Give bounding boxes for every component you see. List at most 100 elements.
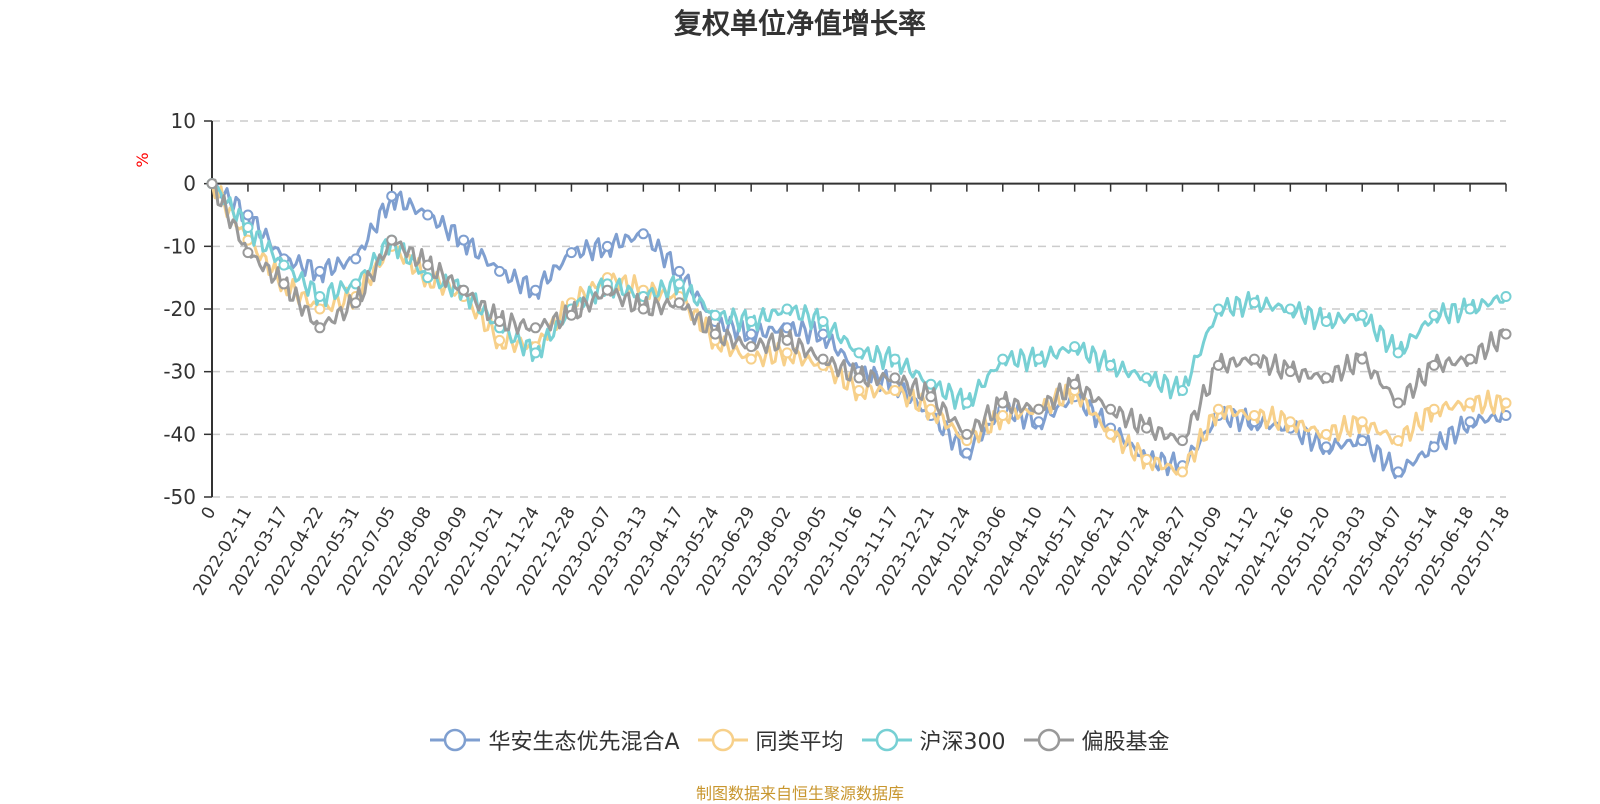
data-point [1356,435,1368,447]
series-line [210,183,1508,476]
legend-marker-icon [861,728,912,752]
data-point [1356,416,1368,428]
data-point [1320,428,1332,440]
data-point [278,278,290,290]
data-point [1212,359,1224,371]
data-point [565,309,577,321]
y-ticks: 10 0 -10 -20 -30 -40 -50 [163,109,212,509]
data-point [494,316,506,328]
y-tick-label: 10 [171,109,196,133]
data-point [781,347,793,359]
data-point [1392,466,1404,478]
data-point [350,278,362,290]
data-point [961,428,973,440]
data-point [889,353,901,365]
data-point [673,297,685,309]
data-point [853,347,865,359]
data-point [673,278,685,290]
data-point [781,303,793,315]
data-point [1141,372,1153,384]
data-point [1033,403,1045,415]
y-tick-label: -50 [163,485,196,509]
data-point [1464,397,1476,409]
data-point [709,309,721,321]
y-tick-label: -20 [163,297,196,321]
data-point [565,247,577,259]
data-point [925,391,937,403]
data-point [889,372,901,384]
data-point [314,265,326,277]
y-tick-label: -10 [163,234,196,258]
data-point [350,297,362,309]
data-point [1500,290,1512,302]
legend-label: 偏股基金 [1081,730,1170,755]
data-point [1284,416,1296,428]
data-point [601,240,613,252]
data-point [1284,303,1296,315]
data-point [1428,309,1440,321]
data-point [1284,366,1296,378]
legend-item[interactable]: 华安生态优先混合A [430,724,680,756]
data-point [242,247,254,259]
data-point [889,384,901,396]
legend-marker-icon [1023,728,1074,752]
data-point [1392,435,1404,447]
data-point [1320,441,1332,453]
data-point [530,322,541,334]
data-point [1212,403,1224,415]
legend-marker-icon [697,728,748,752]
data-point [1069,378,1081,390]
data-point [494,265,506,277]
data-point [817,353,829,365]
data-point [206,178,218,190]
data-point [1320,316,1332,328]
data-point [1141,453,1153,465]
data-point [1428,359,1440,371]
legend-item[interactable]: 偏股基金 [1023,724,1170,756]
data-point [1105,428,1117,440]
data-point [1105,359,1117,371]
data-point [242,209,254,221]
series-line [211,181,1508,480]
line-chart: % 100-10-20-30-40-50 02022-02-112022-03-… [133,109,1514,599]
data-point [1033,353,1045,365]
legend-item[interactable]: 同类平均 [697,724,844,756]
data-point [1320,372,1332,384]
data-point [242,222,254,234]
data-point [745,328,757,340]
data-point [997,410,1009,422]
y-tick-label: -40 [163,422,196,446]
data-point [1177,435,1188,447]
data-point [673,265,685,277]
data-point [1428,403,1440,415]
data-point [997,353,1009,365]
data-point [458,284,470,296]
legend-item[interactable]: 沪深300 [861,724,1006,756]
x-tick-label: 0 [198,504,221,523]
legend: 华安生态优先混合A 同类平均 沪深300 偏股基金 [0,720,1600,760]
data-point [1177,466,1188,478]
data-point [1105,403,1117,415]
legend-label: 华安生态优先混合A [488,730,680,755]
data-point [530,347,541,359]
data-point [1500,397,1512,409]
data-point [350,253,362,265]
source-note: 制图数据来自恒生聚源数据库 [695,784,904,803]
data-point [637,303,649,315]
data-point [1500,328,1512,340]
data-point [314,290,326,302]
data-point [1141,422,1153,434]
data-point [961,397,973,409]
data-point [530,284,541,296]
chart-title: 复权单位净值增长率 [673,7,926,40]
data-point [817,316,829,328]
data-point [458,234,470,246]
series-lines [206,178,1512,480]
data-point [853,384,865,396]
data-point [1356,353,1368,365]
data-point [1464,416,1476,428]
data-point [637,228,649,240]
data-point [1464,303,1476,315]
data-point [745,353,757,365]
data-point [1248,297,1260,309]
